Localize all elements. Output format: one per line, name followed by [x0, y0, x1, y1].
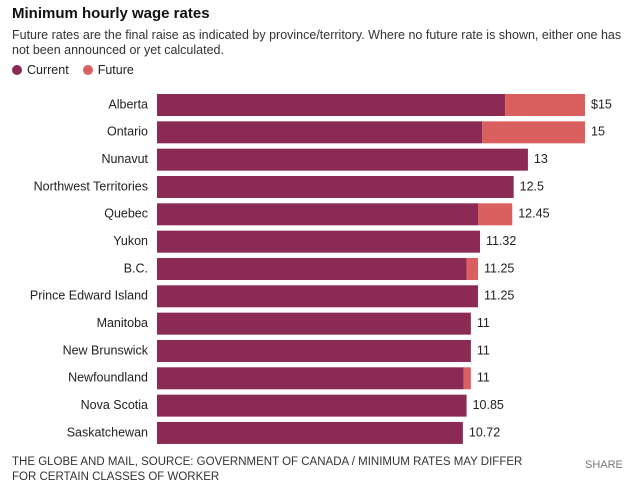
legend-swatch	[12, 65, 22, 75]
legend-label: Current	[27, 63, 69, 77]
bar-current	[157, 421, 463, 444]
bar-current	[157, 148, 528, 171]
value-label: 12.45	[518, 207, 549, 221]
category-label: Nova Scotia	[81, 398, 148, 412]
share-button[interactable]: SHARE	[585, 459, 623, 471]
value-label: 11.32	[486, 234, 516, 248]
bar-current	[157, 312, 471, 335]
footer: THE GLOBE AND MAIL, SOURCE: GOVERNMENT O…	[12, 456, 523, 483]
bar-future	[478, 203, 513, 226]
chart-title: Minimum hourly wage rates	[12, 5, 210, 22]
category-label: Nunavut	[101, 152, 148, 166]
bar-future	[505, 94, 585, 116]
bar-current	[157, 339, 471, 362]
legend: Current Future	[12, 63, 148, 77]
category-label: Northwest Territories	[34, 179, 148, 193]
category-label: Alberta	[108, 97, 148, 111]
category-label: B.C.	[124, 261, 148, 275]
chart-subtitle: Future rates are the final raise as indi…	[12, 28, 622, 57]
category-label: Ontario	[107, 125, 148, 139]
category-label: Prince Edward Island	[30, 289, 148, 303]
bar-current	[157, 175, 514, 198]
legend-swatch	[82, 65, 93, 75]
bar-future	[482, 121, 585, 144]
bar-future	[463, 367, 471, 390]
bar-current	[157, 230, 480, 253]
value-label: 15	[591, 125, 605, 139]
bar-current	[157, 257, 467, 280]
category-label: Saskatchewan	[67, 425, 148, 439]
category-label: Yukon	[113, 234, 148, 248]
value-label: 11.25	[484, 261, 514, 275]
bar-current	[157, 94, 506, 116]
category-label: Quebec	[104, 207, 148, 221]
bar-current	[157, 367, 464, 390]
value-label: 11	[477, 343, 490, 357]
category-label: Manitoba	[97, 316, 148, 330]
value-label: 11.25	[484, 289, 514, 303]
value-label: 10.72	[469, 425, 500, 439]
value-label: $15	[591, 97, 612, 111]
category-label: New Brunswick	[63, 343, 149, 357]
legend-label: Future	[97, 63, 134, 77]
value-label: 11	[477, 371, 490, 385]
bar-current	[157, 203, 478, 226]
legend-item: Future	[82, 63, 134, 77]
legend-item: Current	[12, 63, 69, 77]
value-label: 12.5	[520, 179, 544, 193]
category-label: Newfoundland	[68, 371, 148, 385]
bar-current	[157, 285, 478, 308]
value-label: 10.85	[473, 398, 504, 412]
value-label: 13	[534, 152, 548, 166]
bar-future	[466, 257, 478, 280]
bar-current	[157, 394, 467, 417]
value-label: 11	[477, 316, 490, 330]
bar-current	[157, 121, 483, 144]
